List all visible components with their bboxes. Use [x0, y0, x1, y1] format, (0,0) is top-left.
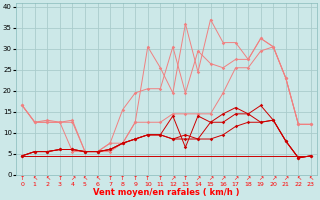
X-axis label: Vent moyen/en rafales ( km/h ): Vent moyen/en rafales ( km/h ) [93, 188, 240, 197]
